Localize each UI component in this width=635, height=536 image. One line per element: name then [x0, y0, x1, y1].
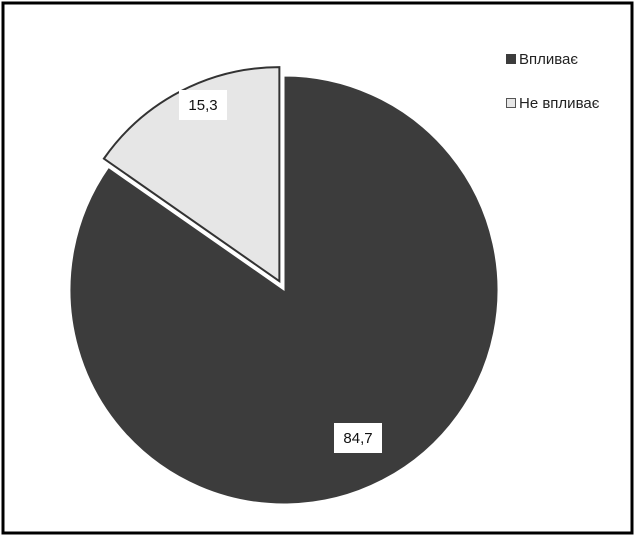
legend-label-vplyvaie: Впливає — [519, 50, 579, 68]
legend-item-vplyvaie: Впливає — [506, 50, 599, 68]
legend: Впливає Не впливає — [506, 50, 599, 138]
legend-swatch-ne-vplyvaie — [506, 98, 516, 108]
data-label-box-ne-vplyvaie — [179, 90, 227, 120]
data-label-box-vplyvaie — [334, 423, 382, 453]
data-label-ne-vplyvaie: 15,3 — [179, 90, 227, 120]
legend-label-ne-vplyvaie: Не впливає — [519, 94, 600, 112]
legend-item-ne-vplyvaie: Не впливає — [506, 94, 599, 112]
data-label-text-vplyvaie: 84,7 — [343, 430, 372, 447]
pie-slice-vplyvaie — [69, 75, 499, 505]
data-label-text-ne-vplyvaie: 15,3 — [188, 97, 217, 114]
data-label-vplyvaie: 84,7 — [334, 423, 382, 453]
legend-swatch-vplyvaie — [506, 54, 516, 64]
